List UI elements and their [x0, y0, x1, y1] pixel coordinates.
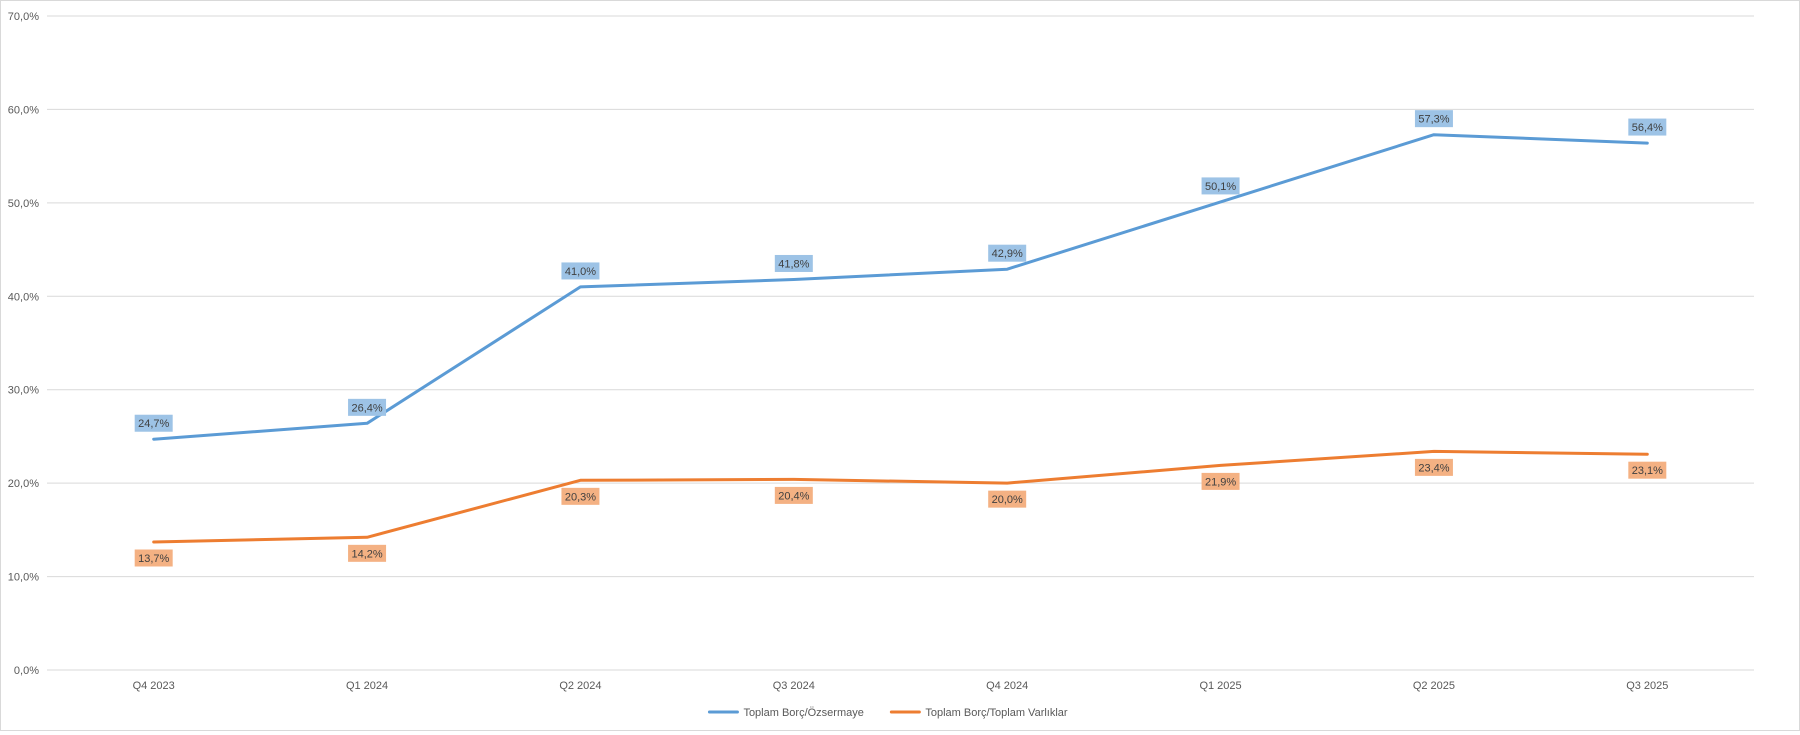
data-label: 41,8% [774, 254, 813, 272]
data-label: 50,1% [1201, 177, 1240, 195]
x-tick-label: Q2 2025 [1413, 680, 1455, 692]
gridlines [47, 15, 1754, 671]
series-line-1 [152, 133, 1649, 441]
data-label-text: 21,9% [1205, 476, 1236, 488]
data-label-box [348, 544, 387, 562]
data-labels: 24,7% 26,4% 41,0% 41,8% 42,9% 50,1% 57,3% 56,4%… [134, 110, 1667, 567]
data-label-box [774, 254, 813, 272]
y-tick-label: 20,0% [8, 478, 39, 490]
series-line-2 [152, 449, 1649, 544]
data-label-box [1414, 458, 1453, 476]
data-label-box [134, 549, 173, 567]
y-axis-tick-labels: 0,0% 10,0% 20,0% 30,0% 40,0% 50,0% 60,0% 70,0% [8, 11, 39, 677]
data-label: 56,4% [1628, 118, 1667, 136]
data-label-box [134, 414, 173, 432]
data-label-box [1628, 118, 1667, 136]
data-label-text: 23,1% [1632, 465, 1663, 477]
data-label: 26,4% [348, 398, 387, 416]
data-label-text: 41,0% [565, 266, 596, 278]
data-label: 13,7% [134, 549, 173, 567]
data-label-box [1628, 461, 1667, 479]
data-label-text: 13,7% [138, 553, 169, 565]
data-label-text: 42,9% [992, 248, 1023, 260]
x-tick-label: Q1 2024 [346, 680, 388, 692]
y-tick-label: 30,0% [8, 385, 39, 397]
data-label-text: 20,0% [992, 494, 1023, 506]
x-tick-label: Q3 2025 [1626, 680, 1668, 692]
data-label: 14,2% [348, 544, 387, 562]
data-label-text: 20,3% [565, 491, 596, 503]
data-label: 41,0% [561, 262, 600, 280]
x-tick-label: Q3 2024 [773, 680, 815, 692]
legend-entry-1: Toplam Borç/Özsermaye [707, 707, 864, 719]
y-tick-label: 50,0% [8, 198, 39, 210]
data-label-box [988, 490, 1027, 508]
data-label-text: 41,8% [778, 258, 809, 270]
data-label-box [348, 398, 387, 416]
data-label-text: 26,4% [351, 402, 382, 414]
data-label: 23,1% [1628, 461, 1667, 479]
x-axis-tick-labels: Q4 2023 Q1 2024 Q2 2024 Q3 2024 Q4 2024 Q1 20… [133, 680, 1669, 692]
legend: Toplam Borç/Özsermaye Toplam Borç/Toplam … [707, 707, 1068, 719]
data-label-box [1201, 472, 1240, 490]
data-label-text: 20,4% [778, 490, 809, 502]
data-label-text: 24,7% [138, 418, 169, 430]
legend-entry-2: Toplam Borç/Toplam Varlıklar [889, 707, 1068, 719]
data-label: 20,3% [561, 487, 600, 505]
x-tick-label: Q1 2025 [1199, 680, 1241, 692]
y-tick-label: 10,0% [8, 572, 39, 584]
data-label: 24,7% [134, 414, 173, 432]
data-label-box [561, 262, 600, 280]
data-label: 23,4% [1414, 458, 1453, 476]
data-label-text: 57,3% [1418, 114, 1449, 126]
data-label: 21,9% [1201, 472, 1240, 490]
x-tick-label: Q4 2023 [133, 680, 175, 692]
legend-label: Toplam Borç/Toplam Varlıklar [925, 707, 1068, 719]
data-label: 20,4% [774, 486, 813, 504]
x-tick-label: Q2 2024 [559, 680, 601, 692]
x-tick-label: Q4 2024 [986, 680, 1028, 692]
data-label-text: 50,1% [1205, 181, 1236, 193]
y-tick-label: 60,0% [8, 104, 39, 116]
y-tick-label: 70,0% [8, 11, 39, 23]
data-label-text: 23,4% [1418, 462, 1449, 474]
series-lines [152, 133, 1649, 544]
y-tick-label: 0,0% [14, 665, 39, 677]
data-label-box [1414, 110, 1453, 128]
data-label-box [561, 487, 600, 505]
data-label-box [988, 244, 1027, 262]
data-label-text: 56,4% [1632, 122, 1663, 134]
data-label-box [774, 486, 813, 504]
data-label: 42,9% [988, 244, 1027, 262]
data-label: 57,3% [1414, 110, 1453, 128]
y-tick-label: 40,0% [8, 291, 39, 303]
legend-label: Toplam Borç/Özsermaye [743, 707, 863, 719]
data-label-text: 14,2% [351, 548, 382, 560]
data-label-box [1201, 177, 1240, 195]
data-label: 20,0% [988, 490, 1027, 508]
